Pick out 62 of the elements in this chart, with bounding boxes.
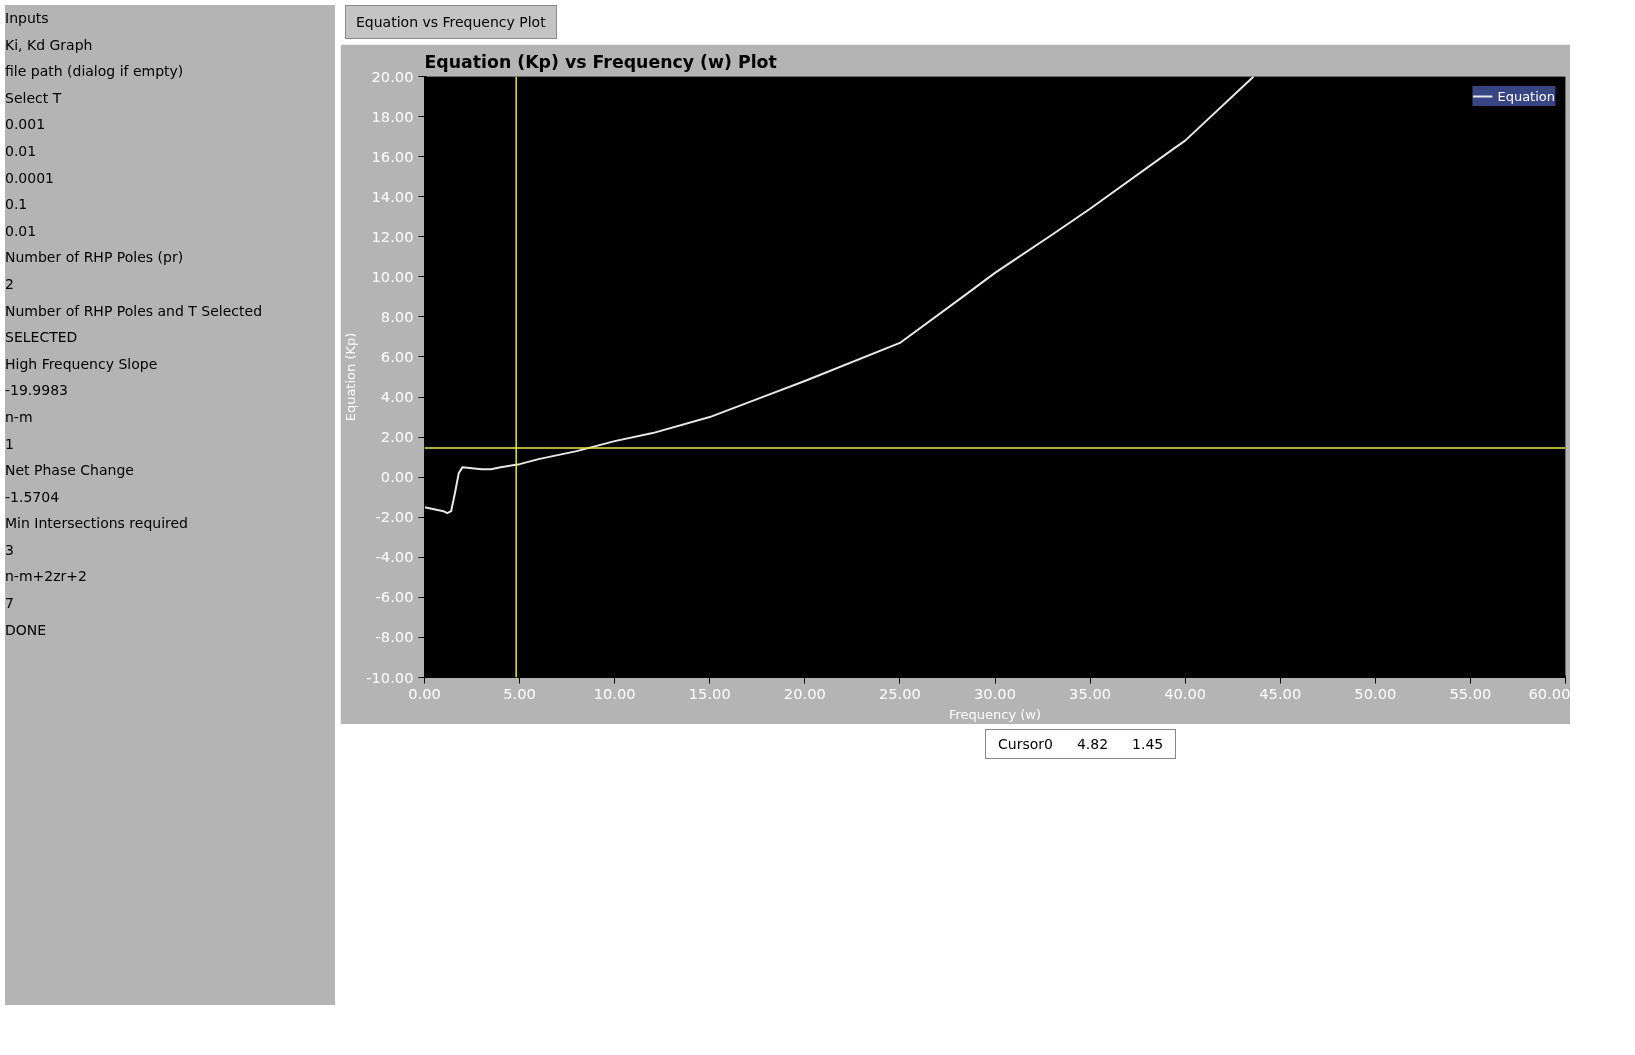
y-axis-title: Equation (Kp) xyxy=(343,332,359,422)
y-tick-label: 2.00 xyxy=(380,428,414,446)
text: Cursor0 xyxy=(998,735,1053,754)
text: 3 xyxy=(5,540,15,560)
y-tick-label: -10.00 xyxy=(366,668,414,686)
x-tick-label: 30.00 xyxy=(974,684,1016,702)
y-tick-label: 8.00 xyxy=(380,307,414,325)
x-tick-label: 15.00 xyxy=(688,684,731,702)
y-tick-label: 12.00 xyxy=(371,227,414,245)
y-tick-label: -2.00 xyxy=(375,508,414,526)
y-tick-label: 14.00 xyxy=(371,187,414,205)
text: Net Phase Change xyxy=(5,461,135,481)
x-tick-label: 50.00 xyxy=(1354,684,1397,702)
legend-label: Equation xyxy=(1497,88,1555,104)
y-tick-label: 0.00 xyxy=(380,468,414,486)
y-tick-label: -4.00 xyxy=(375,548,414,566)
y-tick-label: 20.00 xyxy=(371,67,414,85)
text: 1 xyxy=(5,434,15,454)
y-tick-label: 18.00 xyxy=(371,107,414,125)
text: SELECTED xyxy=(5,328,79,348)
x-tick-label: 20.00 xyxy=(783,684,826,702)
text: Number of RHP Poles (pr) xyxy=(5,248,185,268)
text: n-m xyxy=(5,407,34,427)
text: High Frequency Slope xyxy=(5,354,159,374)
x-tick-label: 55.00 xyxy=(1449,684,1492,702)
x-tick-label: 25.00 xyxy=(878,684,921,702)
x-axis-title: Frequency (w) xyxy=(948,706,1042,722)
text: 4.82 xyxy=(1076,735,1109,754)
text: -1.5704 xyxy=(5,487,61,507)
text: Select T xyxy=(5,88,63,108)
text: 0.01 xyxy=(5,141,38,161)
chart-subtitle: Equation vs Frequency Plot xyxy=(345,5,557,39)
y-tick-label: -6.00 xyxy=(375,588,414,606)
text: DONE xyxy=(5,620,48,640)
text: 7 xyxy=(5,594,15,614)
text: 0.1 xyxy=(5,195,29,215)
x-tick-label: 5.00 xyxy=(503,684,536,702)
chart-title: Equation (Kp) vs Frequency (w) Plot xyxy=(424,51,777,72)
text: file path (dialog if empty) xyxy=(5,62,185,82)
text: 1.45 xyxy=(1132,735,1164,754)
x-tick-label: 40.00 xyxy=(1164,684,1207,702)
text: Min Intersections required xyxy=(5,514,189,534)
text: Inputs xyxy=(5,9,50,28)
y-tick-label: 6.00 xyxy=(380,347,414,365)
y-tick-label: 10.00 xyxy=(371,267,414,285)
x-tick-label: 10.00 xyxy=(593,684,636,702)
x-tick-label: 60.00 xyxy=(1528,684,1571,702)
text: 0.01 xyxy=(5,221,38,241)
x-tick-label: 45.00 xyxy=(1259,684,1302,702)
x-tick-label: 0.00 xyxy=(408,684,441,702)
text: 2 xyxy=(5,274,15,294)
text: Number of RHP Poles and T Selected xyxy=(5,301,263,321)
text: -19.9983 xyxy=(5,381,69,401)
text: 0.0001 xyxy=(5,168,55,188)
x-tick-label: 35.00 xyxy=(1069,684,1112,702)
y-tick-label: 16.00 xyxy=(371,147,414,165)
text: n-m+2zr+2 xyxy=(5,567,88,587)
y-tick-label: -8.00 xyxy=(375,628,414,646)
line-series xyxy=(424,76,1255,515)
text: Ki, Kd Graph xyxy=(5,35,94,55)
y-tick-label: 4.00 xyxy=(380,388,414,406)
text: 0.001 xyxy=(5,115,47,135)
